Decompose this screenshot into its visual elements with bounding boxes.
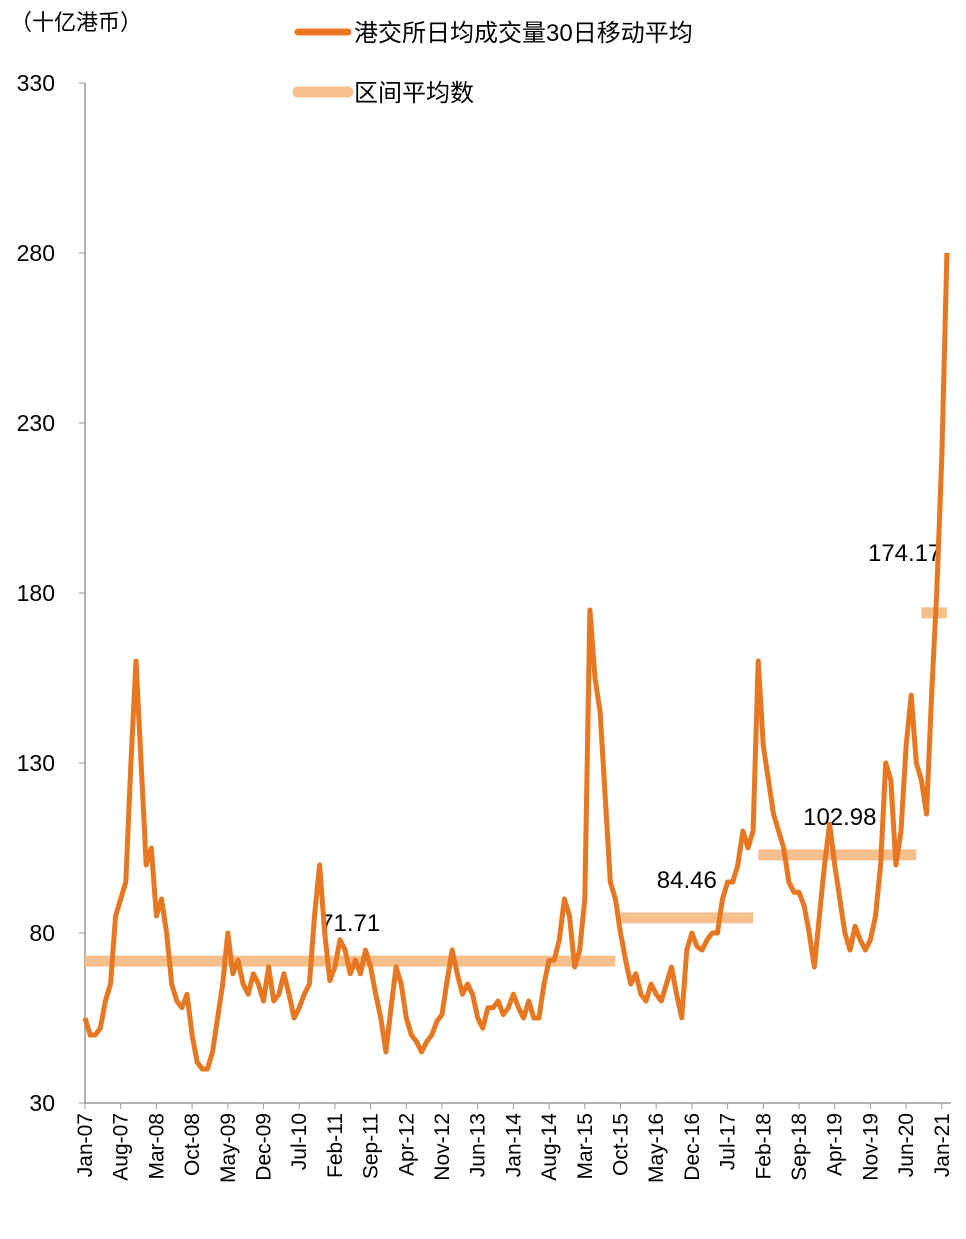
- y-tick-label: 80: [29, 920, 55, 946]
- y-tick-label: 30: [29, 1090, 55, 1116]
- x-tick-label: Nov-12: [431, 1113, 454, 1181]
- x-tick-label: Jan-21: [931, 1113, 954, 1177]
- average-label: 102.98: [803, 804, 876, 831]
- legend-label: 港交所日均成交量30日移动平均: [354, 20, 693, 47]
- y-tick-label: 280: [17, 240, 55, 266]
- y-tick-label: 230: [17, 410, 55, 436]
- x-tick-label: Jan-14: [502, 1113, 525, 1178]
- volume-line: [82, 252, 950, 1072]
- unit-label: （十亿港币）: [10, 10, 142, 35]
- x-tick-label: May-16: [645, 1113, 668, 1183]
- x-tick-label: Oct-08: [181, 1113, 204, 1176]
- x-tick-label: Jul-10: [288, 1113, 311, 1170]
- x-tick-label: Sep-11: [360, 1113, 383, 1179]
- x-tick-label: Oct-15: [610, 1113, 633, 1176]
- x-tick-label: Aug-07: [110, 1113, 133, 1181]
- x-tick-label: Jun-13: [467, 1113, 490, 1177]
- x-tick-label: Sep-18: [788, 1113, 811, 1181]
- x-tick-label: Feb-18: [752, 1113, 775, 1180]
- average-label: 71.71: [320, 910, 380, 937]
- x-tick-label: Jun-20: [895, 1113, 918, 1177]
- x-tick-label: Aug-14: [538, 1113, 561, 1181]
- x-tick-label: Apr-19: [824, 1113, 847, 1176]
- x-tick-label: May-09: [217, 1113, 240, 1183]
- x-tick-label: Mar-15: [574, 1113, 597, 1180]
- y-tick-label: 130: [17, 750, 55, 776]
- x-tick-label: Feb-11: [324, 1113, 347, 1178]
- average-label: 174.17: [868, 540, 941, 567]
- x-tick-label: Jan-07: [74, 1113, 97, 1177]
- average-label: 84.46: [657, 867, 717, 894]
- x-tick-label: Jul-17: [717, 1113, 740, 1170]
- y-tick-label: 180: [17, 580, 55, 606]
- y-tick-label: 330: [17, 70, 55, 96]
- x-tick-label: Apr-12: [395, 1113, 418, 1176]
- legend-label: 区间平均数: [354, 80, 474, 107]
- x-tick-label: Dec-09: [253, 1113, 276, 1181]
- x-tick-label: Dec-16: [681, 1113, 704, 1181]
- x-tick-label: Nov-19: [859, 1113, 882, 1181]
- x-tick-label: Mar-08: [145, 1113, 168, 1180]
